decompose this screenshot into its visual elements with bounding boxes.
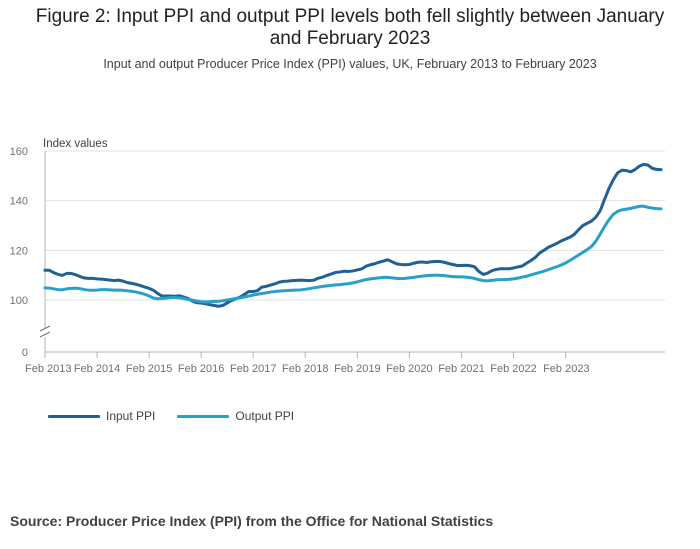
axis-break-mark bbox=[39, 325, 51, 338]
y-tick-label: 0 bbox=[22, 347, 28, 359]
x-tick-label: Feb 2013 bbox=[25, 363, 71, 375]
legend-swatch-output-ppi bbox=[177, 414, 230, 418]
y-axis-label: Index values bbox=[43, 138, 108, 150]
series-lines bbox=[43, 162, 663, 308]
x-tick-label: Feb 2014 bbox=[74, 363, 120, 375]
legend-item-input-ppi[interactable]: Input PPI bbox=[48, 409, 155, 423]
y-tick-label: 100 bbox=[10, 295, 28, 307]
x-tick-label: Feb 2022 bbox=[490, 363, 536, 375]
x-tick-label: Feb 2018 bbox=[282, 363, 328, 375]
x-tick-label: Feb 2016 bbox=[178, 363, 224, 375]
x-tick-label: Feb 2017 bbox=[230, 363, 276, 375]
y-tick-label: 140 bbox=[10, 196, 28, 208]
legend: Input PPI Output PPI bbox=[48, 409, 294, 423]
legend-label-output-ppi: Output PPI bbox=[235, 409, 295, 423]
x-tick-label: Feb 2015 bbox=[126, 363, 172, 375]
chart-title: Figure 2: Input PPI and output PPI level… bbox=[35, 6, 665, 49]
legend-label-input-ppi: Input PPI bbox=[106, 409, 156, 423]
gridlines bbox=[45, 150, 665, 353]
legend-item-output-ppi[interactable]: Output PPI bbox=[177, 409, 294, 423]
x-tick-label: Feb 2019 bbox=[334, 363, 380, 375]
axes: 0 100 120 140 160 Feb 2013 Feb 2014 Feb 2015 Feb… bbox=[10, 146, 590, 375]
series-line-input-ppi[interactable] bbox=[43, 162, 663, 308]
x-tick-label: Feb 2023 bbox=[543, 363, 589, 375]
legend-swatch-input-ppi bbox=[48, 414, 100, 418]
y-tick-label: 120 bbox=[10, 245, 28, 257]
x-tick-label: Feb 2021 bbox=[438, 363, 484, 375]
x-tick-label: Feb 2020 bbox=[386, 363, 432, 375]
chart-subtitle: Input and output Producer Price Index (P… bbox=[103, 57, 597, 71]
source-note: Source: Producer Price Index (PPI) from … bbox=[10, 513, 494, 529]
series-line-output-ppi[interactable] bbox=[43, 204, 663, 304]
y-tick-label: 160 bbox=[10, 146, 28, 158]
